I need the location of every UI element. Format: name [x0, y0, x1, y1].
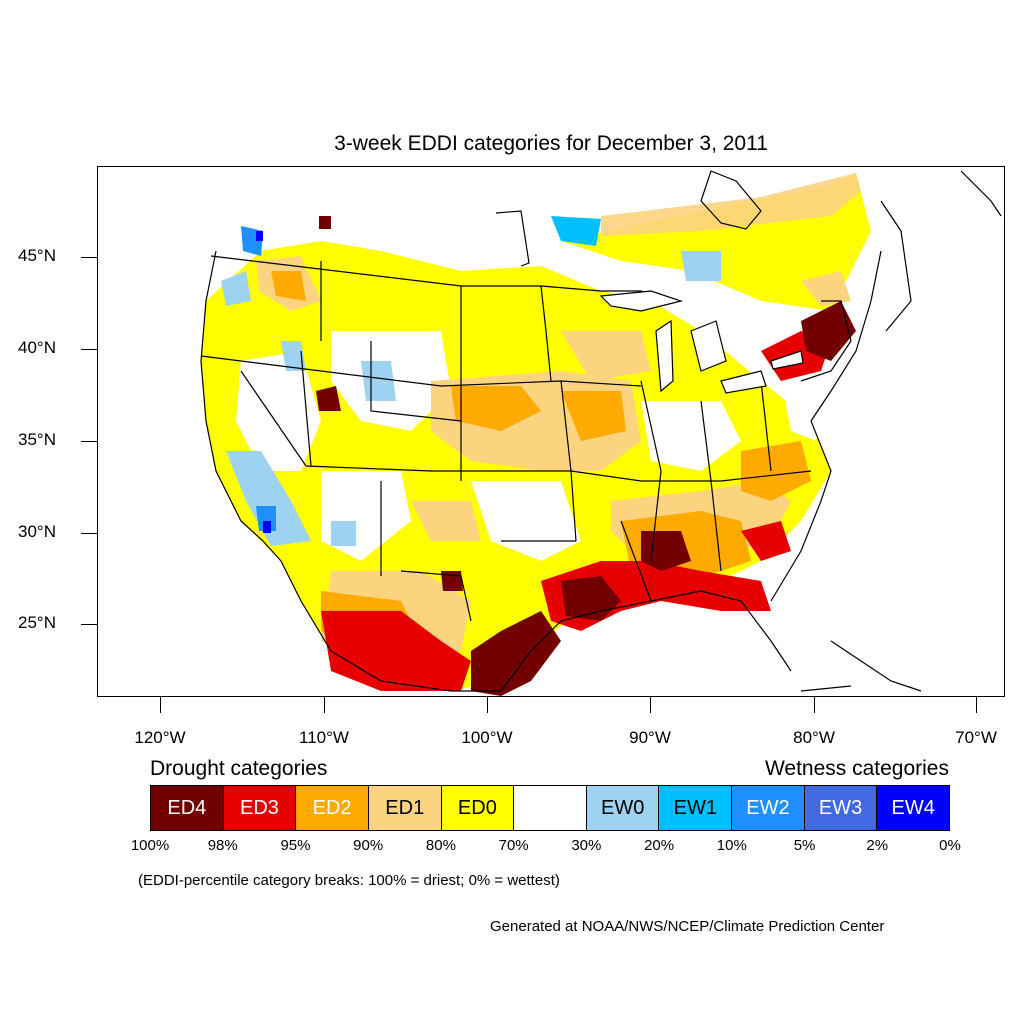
lat-tick — [81, 349, 97, 350]
lon-tick — [324, 697, 325, 713]
percentile-label: 98% — [207, 837, 238, 854]
lon-label-100: 100°W — [461, 728, 513, 747]
lon-label-70: 70°W — [955, 728, 997, 747]
lat-label-35: 35°N — [18, 430, 56, 449]
lat-tick — [81, 257, 97, 258]
legend-cell-ed4: ED4 — [151, 786, 224, 830]
legend-cell-ed1: ED1 — [368, 786, 442, 830]
legend-cell-ew2: EW2 — [732, 786, 805, 830]
percentile-label: 80% — [425, 837, 456, 854]
lat-tick — [81, 441, 97, 442]
lon-tick — [160, 697, 161, 713]
boundaries — [200, 250, 882, 692]
percentile-label: 70% — [498, 837, 529, 854]
legend-cell-ed3: ED3 — [223, 786, 297, 830]
eddi-map-graphic — [200, 170, 1002, 696]
canada-strip — [601, 173, 861, 236]
lon-tick — [650, 697, 651, 713]
lat-tick — [81, 624, 97, 625]
lon-tick — [814, 697, 815, 713]
legend-cell-ew1: EW1 — [659, 786, 733, 830]
percentile-label: 2% — [866, 837, 889, 854]
ed4-regions — [316, 216, 856, 696]
category-note: (EDDI-percentile category breaks: 100% =… — [138, 872, 560, 889]
percentile-label: 10% — [716, 837, 747, 854]
legend-cell-ed2: ED2 — [296, 786, 369, 830]
lon-label-110: 110°W — [299, 728, 349, 747]
legend-cell-ew4: EW4 — [877, 786, 950, 830]
percentile-label: 20% — [644, 837, 675, 854]
lon-label-90: 90°W — [629, 728, 671, 747]
percentile-label: 95% — [280, 837, 311, 854]
lon-label-120: 120°W — [134, 728, 186, 747]
percentile-label: 5% — [793, 837, 816, 854]
ew4-regions — [256, 231, 271, 533]
lon-tick — [976, 697, 977, 713]
lon-label-80: 80°W — [793, 728, 835, 747]
ew1-regions — [551, 216, 601, 246]
coast-fragments — [495, 170, 1002, 692]
legend-cell-ew3: EW3 — [804, 786, 878, 830]
lat-label-25: 25°N — [18, 613, 56, 632]
great-lakes — [599, 290, 804, 394]
credit-line: Generated at NOAA/NWS/NCEP/Climate Predi… — [490, 918, 885, 935]
wetness-categories-heading: Wetness categories — [764, 757, 949, 780]
lat-tick — [81, 533, 97, 534]
eddi-map — [97, 166, 1005, 697]
percentile-label: 90% — [353, 837, 384, 854]
ew0-regions — [221, 251, 721, 546]
percentile-label: 0% — [939, 837, 961, 854]
map-title: 3-week EDDI categories for December 3, 2… — [334, 132, 768, 155]
legend-cell-ed0: ED0 — [441, 786, 515, 830]
lat-label-40: 40°N — [18, 338, 56, 357]
drought-categories-heading: Drought categories — [150, 757, 328, 780]
lat-label-30: 30°N — [18, 522, 56, 541]
category-legend: ED4 ED3 ED2 ED1 ED0 EW0 EW1 EW2 EW3 EW4 — [150, 785, 950, 831]
lat-label-45: 45°N — [18, 246, 56, 265]
percentile-label: 30% — [571, 837, 602, 854]
percentile-label: 100% — [130, 837, 170, 854]
legend-cell-neutral — [514, 786, 587, 830]
legend-cell-ew0: EW0 — [586, 786, 660, 830]
lon-tick — [487, 697, 488, 713]
